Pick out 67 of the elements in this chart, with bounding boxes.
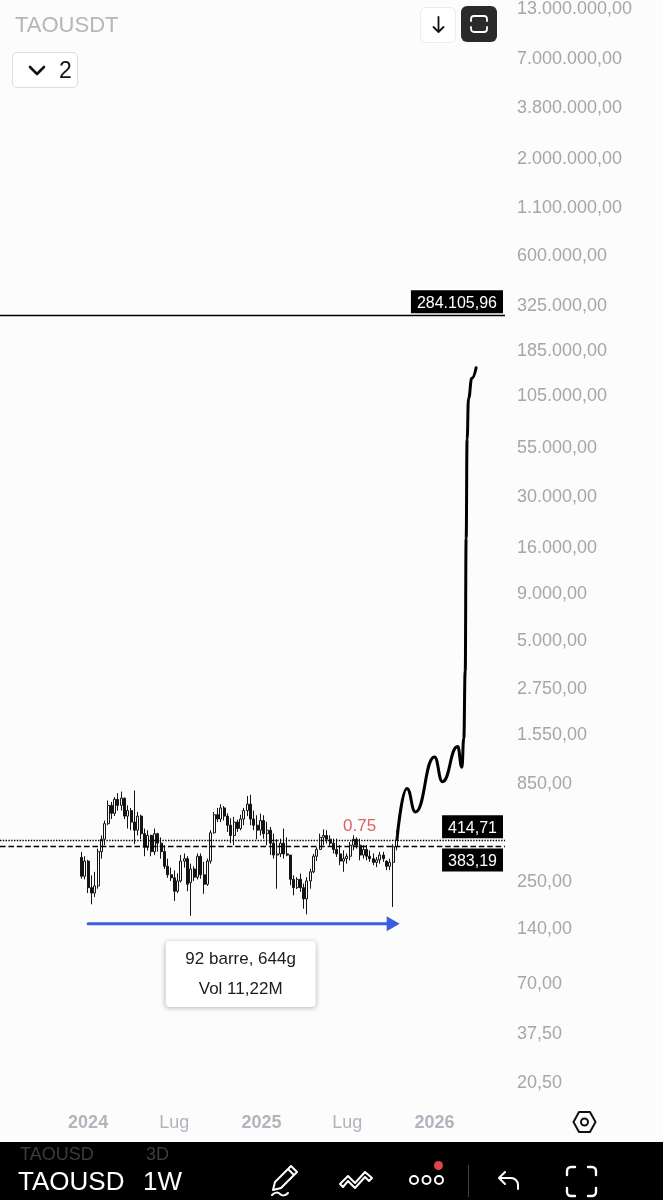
x-tick-label: Lug [332, 1112, 363, 1132]
y-tick-label: 5.000,00 [517, 630, 588, 651]
ref-line-label: 284.105,96 [416, 293, 498, 311]
y-tick-label: 140,00 [517, 917, 573, 938]
text: 3D [146, 1144, 170, 1165]
y-tick-label: 1.550,00 [517, 724, 588, 745]
ref-line-label: 414,71 [448, 818, 498, 836]
y-tick-label: 2.000.000,00 [517, 148, 623, 169]
candlestick [80, 851, 83, 880]
annotation: 2 [59, 56, 72, 84]
candlestick [378, 851, 381, 865]
y-tick-label: 3.800.000,00 [517, 96, 623, 117]
candlestick [269, 826, 272, 856]
y-tick-label: 105.000,00 [517, 385, 608, 406]
y-tick-label: 2.750,00 [517, 678, 588, 699]
candlestick [282, 828, 285, 860]
y-tick-label: 250,00 [517, 870, 573, 891]
candlestick [196, 852, 199, 880]
candlestick [153, 828, 156, 856]
chart-title: TAOUSDT [15, 12, 119, 38]
annotation: 92 barre, 644g Vol 11,22M [185, 947, 296, 1000]
x-tick-label: 2026 [414, 1112, 455, 1132]
y-tick-label: 37,50 [517, 1023, 563, 1044]
candlestick [372, 852, 375, 866]
y-tick-label: 850,00 [517, 772, 573, 793]
candlestick [322, 828, 325, 846]
candlestick [342, 849, 345, 873]
y-tick-label: 7.000.000,00 [517, 47, 623, 68]
y-tick-label: 30.000,00 [517, 486, 598, 507]
info-box: 92 barre, 644g Vol 11,22M [165, 940, 316, 1007]
y-tick-label: 16.000,00 [517, 536, 598, 557]
candlestick [332, 838, 335, 854]
candlestick [229, 817, 232, 844]
candlestick [256, 814, 259, 840]
y-tick-label: 70,00 [517, 973, 563, 994]
candlestick [259, 813, 262, 836]
dropdown: 2 [12, 52, 78, 88]
candlestick [368, 849, 371, 863]
annotation: 0.75 [343, 816, 377, 836]
candlestick [146, 829, 149, 852]
x-tick-label: 2024 [68, 1112, 109, 1132]
candlestick [113, 796, 116, 817]
candlestick [359, 838, 362, 861]
y-tick-label: 55.000,00 [517, 437, 598, 458]
candlestick [133, 790, 136, 845]
candlestick [249, 794, 252, 826]
y-tick-label: 20,50 [517, 1072, 563, 1092]
x-tick-label: 2025 [241, 1112, 282, 1132]
y-tick-label: 1.100.000,00 [517, 196, 623, 217]
y-tick-label: 13.000.000,00 [517, 0, 633, 18]
text: 1W [143, 1166, 182, 1196]
candlestick [325, 829, 328, 845]
text: TAOUSD [20, 1144, 94, 1165]
candlestick [233, 816, 236, 846]
candlestick [365, 844, 368, 861]
legend-label: 383,19 [448, 852, 498, 870]
y-tick-label: 185.000,00 [517, 339, 608, 360]
y-tick-label: 600.000,00 [517, 245, 608, 266]
candlestick [219, 803, 222, 823]
y-tick-label: 325.000,00 [517, 294, 608, 315]
candlestick [276, 838, 279, 890]
x-tick-label: Lug [159, 1112, 190, 1132]
candlestick [116, 792, 119, 812]
y-tick-label: 9.000,00 [517, 582, 588, 603]
candlestick [173, 869, 176, 902]
candlestick [375, 856, 378, 868]
text: TAOUSD [18, 1166, 125, 1196]
